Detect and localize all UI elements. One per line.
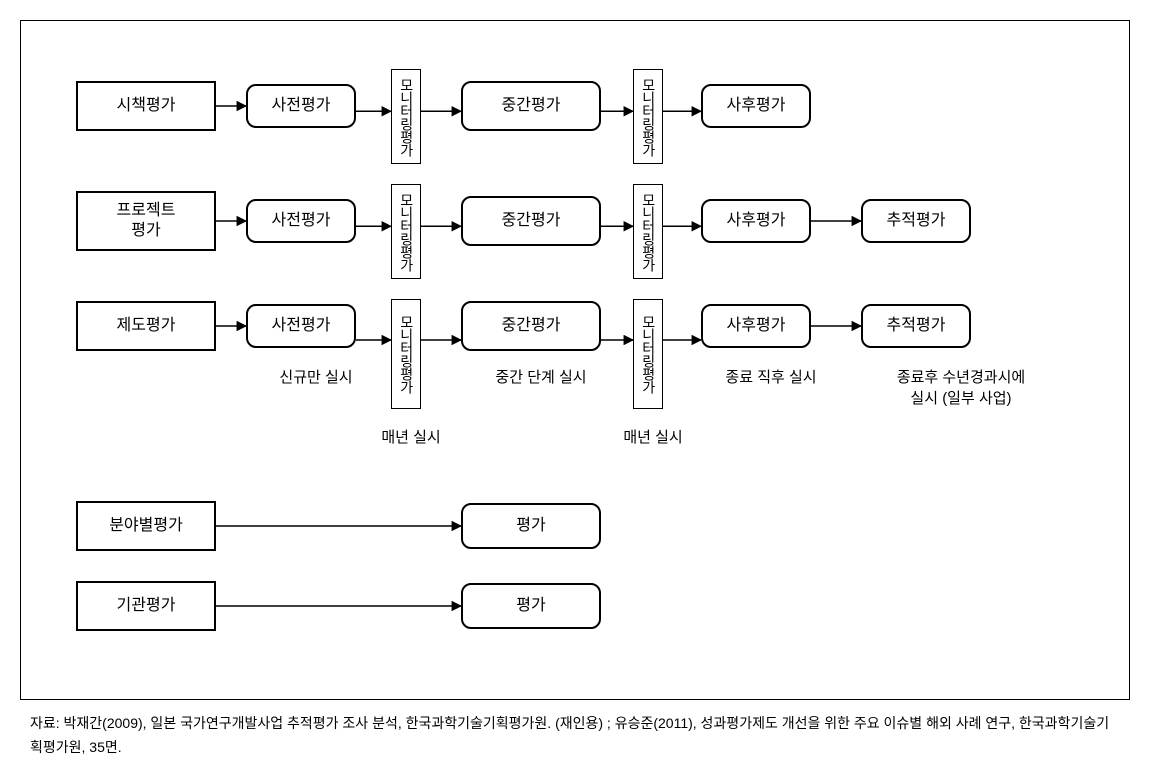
node-label: 모니터링평가	[639, 193, 657, 271]
node-r2c2: 중간평가	[461, 196, 601, 246]
node-label: 모니터링평가	[639, 315, 657, 393]
node-label: 제도평가	[117, 316, 176, 336]
node-label: 추적평가	[887, 211, 946, 231]
node-r1c0: 시책평가	[76, 81, 216, 131]
node-r3c1: 사전평가	[246, 304, 356, 348]
node-label: 프로젝트 평가	[117, 201, 176, 241]
stage-label-1: 중간 단계 실시	[471, 366, 611, 387]
node-label: 중간평가	[502, 96, 561, 116]
node-label: 모니터링평가	[397, 193, 415, 271]
caption-prefix: 자료:	[30, 715, 64, 731]
node-v2a: 모니터링평가	[391, 184, 421, 279]
node-r3c2: 중간평가	[461, 301, 601, 351]
node-label: 사후평가	[727, 316, 786, 336]
node-label: 평가	[516, 516, 545, 536]
node-v3b: 모니터링평가	[633, 299, 663, 409]
node-r2c3: 사후평가	[701, 199, 811, 243]
node-r1c1: 사전평가	[246, 84, 356, 128]
node-label: 시책평가	[117, 96, 176, 116]
node-label: 모니터링평가	[397, 78, 415, 156]
caption-text: 박재간(2009), 일본 국가연구개발사업 추적평가 조사 분석, 한국과학기…	[30, 715, 1109, 755]
node-r1c3: 사후평가	[701, 84, 811, 128]
stage-label-4: 매년 실시	[366, 426, 456, 447]
node-v3a: 모니터링평가	[391, 299, 421, 409]
node-label: 분야별평가	[109, 516, 183, 536]
node-label: 사전평가	[272, 96, 331, 116]
source-caption: 자료: 박재간(2009), 일본 국가연구개발사업 추적평가 조사 분석, 한…	[20, 712, 1134, 760]
node-label: 추적평가	[887, 316, 946, 336]
stage-label-5: 매년 실시	[608, 426, 698, 447]
stage-label-2: 종료 직후 실시	[711, 366, 831, 387]
node-v1a: 모니터링평가	[391, 69, 421, 164]
node-r3c3: 사후평가	[701, 304, 811, 348]
stage-label-0: 신규만 실시	[256, 366, 376, 387]
node-r2c1: 사전평가	[246, 199, 356, 243]
node-v1b: 모니터링평가	[633, 69, 663, 164]
node-v2b: 모니터링평가	[633, 184, 663, 279]
node-label: 기관평가	[117, 596, 176, 616]
node-label: 사전평가	[272, 211, 331, 231]
node-r1c2: 중간평가	[461, 81, 601, 131]
node-r5c1: 평가	[461, 583, 601, 629]
node-r3c4: 추적평가	[861, 304, 971, 348]
node-label: 중간평가	[502, 211, 561, 231]
node-r2c4: 추적평가	[861, 199, 971, 243]
node-r5c0: 기관평가	[76, 581, 216, 631]
node-r2c0: 프로젝트 평가	[76, 191, 216, 251]
node-label: 평가	[516, 596, 545, 616]
node-label: 사후평가	[727, 96, 786, 116]
stage-label-3: 종료후 수년경과시에 실시 (일부 사업)	[851, 366, 1071, 408]
diagram-frame: 시책평가사전평가모니터링평가중간평가모니터링평가사후평가프로젝트 평가사전평가모…	[20, 20, 1130, 700]
node-label: 모니터링평가	[639, 78, 657, 156]
node-label: 모니터링평가	[397, 315, 415, 393]
node-label: 사후평가	[727, 211, 786, 231]
node-r4c1: 평가	[461, 503, 601, 549]
node-r3c0: 제도평가	[76, 301, 216, 351]
node-label: 중간평가	[502, 316, 561, 336]
node-r4c0: 분야별평가	[76, 501, 216, 551]
node-label: 사전평가	[272, 316, 331, 336]
